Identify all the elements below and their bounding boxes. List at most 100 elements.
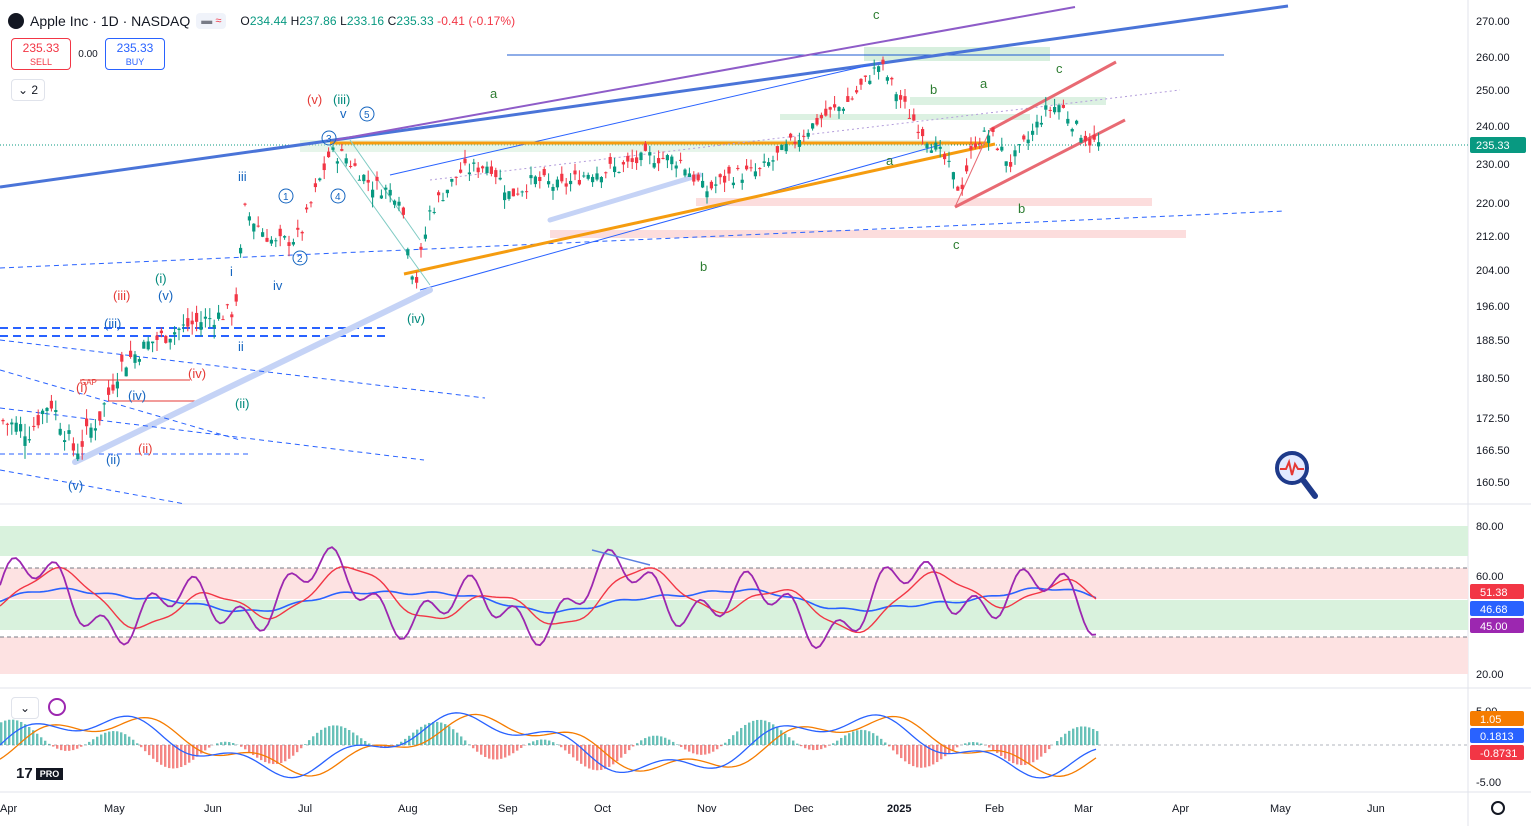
candle [789,133,793,138]
magnifier-pulse-icon[interactable] [1272,450,1318,500]
macd-histogram-bar [504,745,507,758]
candle [212,324,216,328]
candle [608,156,612,164]
candle [45,407,49,411]
sell-button[interactable]: 235.33 SELL [11,38,71,70]
macd-histogram-bar [248,745,251,753]
macd-axis-tick-label: -5.00 [1476,777,1501,789]
macd-histogram-bar [740,727,743,745]
candle [371,189,375,198]
candle [344,158,348,164]
candle [661,157,665,159]
macd-histogram-bar [172,745,175,769]
macd-histogram-bar [208,745,211,748]
candle [833,104,837,108]
candle [151,341,155,344]
macd-histogram-bar [284,745,287,762]
collapse-indicators-button[interactable]: ⌄ 2 [11,79,45,101]
macd-histogram-bar [472,745,475,749]
macd-histogram-bar [940,745,943,760]
macd-signal-line [0,713,1097,777]
candle [973,143,977,148]
candle [107,387,111,395]
candle [1075,120,1079,124]
candle [872,67,876,69]
macd-histogram-bar [788,737,791,745]
macd-histogram-bar [536,740,539,745]
candle [19,424,23,432]
macd-histogram-bar [152,745,155,759]
macd-histogram-bar [932,745,935,765]
candle [1022,135,1026,140]
macd-histogram-bar [496,745,499,760]
candle [146,341,150,350]
candle [727,166,731,174]
macd-histogram-bar [256,745,259,758]
macd-histogram-bar [368,743,371,745]
candle [195,312,199,322]
macd-histogram-bar [412,732,415,745]
macd-value-label: -0.8731 [1480,748,1517,760]
buy-button[interactable]: 235.33 BUY [105,38,165,70]
macd-histogram-bar [68,745,71,751]
price-axis-tick-label: 172.50 [1476,413,1510,425]
macd-histogram-bar [972,742,975,745]
collapse-pane-button[interactable]: ⌄ [11,697,39,719]
trend-line [419,144,941,291]
indicator-badge[interactable]: ▬ ≈ [196,13,227,29]
candle [287,242,291,246]
rsi-value-badge [1470,584,1524,599]
trend-line [349,139,421,241]
macd-histogram-bar [888,745,891,747]
candle [599,177,603,183]
candle [881,59,885,64]
price-axis-tick-label: 220.00 [1476,198,1510,210]
macd-histogram-bar [776,727,779,745]
rsi-ma-slow-line [0,587,1097,614]
macd-histogram-bar [856,730,859,745]
trend-line [0,4,1289,189]
candle [828,107,832,110]
macd-histogram-bar [324,727,327,745]
macd-histogram-bar [416,729,419,745]
candle [925,143,929,148]
refresh-icon[interactable] [48,698,66,716]
candle [1009,162,1013,167]
time-axis-label: 2025 [887,803,911,815]
channel-line [989,60,1117,132]
trend-line [0,469,186,505]
settings-gear-icon[interactable] [1491,801,1505,815]
macd-histogram-bar [800,745,803,747]
macd-histogram-bar [636,743,639,745]
macd-histogram-bar [276,745,279,764]
macd-histogram-bar [732,735,735,745]
rsi-trend-line [591,549,651,566]
candle [467,172,471,175]
macd-histogram-bar [292,745,295,756]
tradingview-logo[interactable]: 17 PRO [16,765,64,782]
candle [1048,109,1052,111]
macd-histogram-bar [424,724,427,745]
candle [1057,105,1061,113]
rsi-line [0,546,1097,650]
macd-histogram-bar [628,745,631,751]
price-axis-tick-label: 204.00 [1476,265,1510,277]
candle [626,155,630,162]
macd-histogram-bar [772,724,775,745]
wave-label: (iv) [188,366,206,381]
candle [907,117,911,119]
candle [630,158,634,163]
macd-histogram-bar [916,745,919,768]
macd-histogram-bar [0,722,3,745]
candle [173,332,177,335]
candle [243,203,247,205]
candle [560,173,564,182]
candle [824,108,828,116]
trend-line [547,172,703,223]
macd-histogram-bar [176,745,179,769]
macd-histogram-bar [44,740,47,745]
symbol-title[interactable]: Apple Inc · 1D · NASDAQ [30,13,191,29]
macd-histogram-bar [128,736,131,745]
channel-line [954,118,1126,209]
